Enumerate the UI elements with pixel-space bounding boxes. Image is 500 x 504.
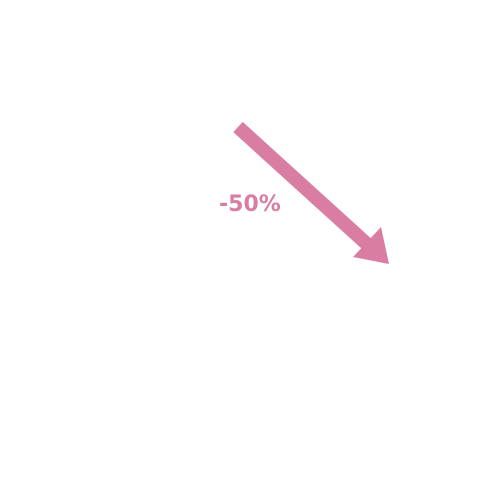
arrow-shaft bbox=[233, 121, 373, 251]
arrow-head bbox=[353, 227, 389, 264]
change-percentage-label: -50% bbox=[219, 192, 281, 217]
